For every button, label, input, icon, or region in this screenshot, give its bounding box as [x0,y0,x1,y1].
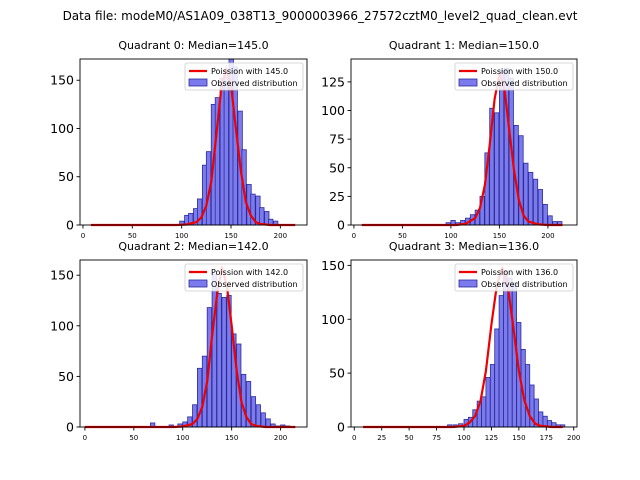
y-tick-label: 100 [321,312,345,327]
legend-bar-swatch [458,78,478,87]
histogram-bar [528,171,534,226]
y-tick-label: 0 [337,420,345,435]
legend-bar-label: Observed distribution [211,79,298,88]
histogram-bar [250,396,257,428]
legend-bar-swatch [458,279,478,288]
x-tick-label: 100 [176,434,189,442]
legend: Poission with 145.0 Observed distribution [184,62,304,91]
y-tick-label: 50 [329,366,345,381]
legend-bar-label: Observed distribution [481,280,568,289]
panel-title: Quadrant 1: Median=150.0 [389,39,539,52]
histogram-bar [221,297,227,428]
histogram-bar [265,418,271,428]
histogram-bar [259,207,265,226]
panel-title: Quadrant 3: Median=136.0 [389,240,539,253]
histogram-bar [489,364,496,428]
panel-title: Quadrant 2: Median=142.0 [118,240,268,253]
y-tick-label: 100 [321,103,345,118]
y-tick-label: 100 [50,318,74,333]
x-tick-label: 0 [83,434,87,442]
axes-frame [79,259,308,428]
y-tick-label: 125 [321,74,345,89]
histogram-bar [499,70,505,226]
x-tick-label: 50 [129,434,138,442]
y-tick-label: 150 [50,268,74,283]
x-tick-label: 200 [541,232,554,240]
panel-3: Quadrant 3: Median=136.0 0 50 100 150 0 25 50 75… [321,240,580,442]
histogram-bar [542,203,548,226]
legend-box [184,62,304,91]
histogram-bar [494,112,500,226]
y-tick-label: 0 [66,420,74,435]
histogram-bar [485,377,491,428]
legend-box [454,263,574,292]
legend-bar-label: Observed distribution [211,280,298,289]
panel-title: Quadrant 0: Median=145.0 [118,39,268,52]
histogram-bar [503,270,509,428]
x-tick-label: 150 [493,232,506,240]
x-tick-label: 50 [405,434,414,442]
legend-line-label: Poission with 142.0 [211,268,288,277]
histogram-bar [498,295,504,428]
legend-line-label: Poission with 145.0 [211,67,288,76]
histogram-bar [260,412,266,428]
y-tick-label: 50 [58,169,74,184]
y-tick-label: 0 [66,218,74,233]
figure-suptitle: Data file: modeM0/AS1A09_038T13_90000039… [63,9,578,23]
legend: Poission with 150.0 Observed distribution [454,62,574,91]
legend: Poission with 142.0 Observed distribution [184,263,304,292]
histogram-bar [481,396,487,428]
legend-box [454,62,574,91]
x-tick-label: 0 [352,434,356,442]
histogram-bar [223,72,229,226]
x-tick-label: 25 [377,434,386,442]
x-tick-label: 100 [457,434,470,442]
y-tick-label: 75 [329,132,345,147]
x-tick-label: 150 [224,232,237,240]
legend-line-label: Poission with 136.0 [481,268,558,277]
legend-bar-swatch [188,78,208,87]
histogram-bar [232,66,238,226]
histogram-bar [537,189,543,226]
x-tick-label: 0 [81,232,85,240]
y-tick-label: 100 [50,121,74,136]
x-tick-label: 75 [432,434,441,442]
legend-bar-label: Observed distribution [481,79,568,88]
panel-0: Quadrant 0: Median=145.0 0 50 100 150 0 50 100 1… [50,39,308,240]
x-tick-label: 150 [512,434,525,442]
x-tick-label: 50 [398,232,407,240]
legend-box [184,263,304,292]
x-tick-label: 200 [274,232,287,240]
x-tick-label: 150 [225,434,238,442]
x-tick-label: 200 [567,434,580,442]
x-tick-label: 125 [485,434,498,442]
x-tick-label: 100 [175,232,188,240]
histogram-bar [532,178,539,226]
histogram-bar [216,292,222,428]
y-tick-label: 150 [321,258,345,273]
x-tick-label: 50 [128,232,137,240]
y-tick-label: 50 [329,160,345,175]
legend-line-label: Poission with 150.0 [481,67,558,76]
histogram-bar [547,215,553,226]
histogram-bar [494,328,500,428]
y-tick-label: 50 [58,369,74,384]
legend-bar-swatch [188,279,208,288]
panel-1: Quadrant 1: Median=150.0 0 25 50 75 100 125 0 50… [321,39,578,240]
axes-frame [79,58,308,226]
x-tick-label: 100 [444,232,457,240]
x-tick-label: 200 [274,434,287,442]
y-tick-label: 25 [329,189,345,204]
legend: Poission with 136.0 Observed distribution [454,263,574,292]
x-tick-label: 175 [540,434,553,442]
y-tick-label: 150 [50,73,74,88]
y-tick-label: 0 [337,218,345,233]
x-tick-label: 0 [352,232,356,240]
axes-frame [350,58,578,226]
histogram-bar [525,364,531,428]
panel-2: Quadrant 2: Median=142.0 0 50 100 150 0 50 100 1… [50,240,308,442]
histogram-bar [255,404,261,428]
